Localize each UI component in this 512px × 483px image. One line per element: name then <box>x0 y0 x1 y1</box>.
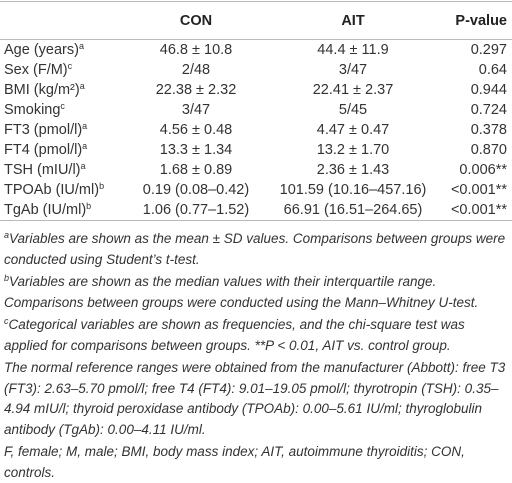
con-value: 3/47 <box>181 102 211 118</box>
footnote-text: Variables are shown as the mean ± SD val… <box>4 231 506 267</box>
con-value: 13.3 ± 1.34 <box>159 142 233 158</box>
ait-value: 3/47 <box>338 62 368 78</box>
header-blank <box>0 2 125 40</box>
ait-value: 2.36 ± 1.43 <box>316 162 390 178</box>
footnote-marker: b <box>4 273 10 283</box>
p-value: 0.724 <box>470 102 507 118</box>
footnote: The normal reference ranges were obtaine… <box>4 358 506 440</box>
con-value: 2/48 <box>181 62 211 78</box>
footnote-marker: b <box>99 181 105 191</box>
ait-value: 4.47 ± 0.47 <box>316 122 390 138</box>
row-label-cell: Smokingc <box>0 100 125 120</box>
row-label-cell: Age (years)a <box>0 40 125 61</box>
table-row: TSH (mIU/l)a 1.68 ± 0.89 2.36 ± 1.43 0.006*… <box>0 160 512 180</box>
p-value: <0.001** <box>450 202 507 218</box>
p-value: 0.944 <box>470 82 507 98</box>
p-value: 0.64 <box>478 62 507 78</box>
footnote-text: The normal reference ranges were obtaine… <box>4 360 506 437</box>
ait-value: 22.41 ± 2.37 <box>312 82 394 98</box>
footnote-text: F, female; M, male; BMI, body mass index… <box>4 444 465 480</box>
footnote-text: Variables are shown as the median values… <box>4 274 479 310</box>
row-label: TPOAb (IU/ml) <box>4 182 100 198</box>
footnotes: aVariables are shown as the mean ± SD va… <box>0 221 512 483</box>
row-label: Smoking <box>4 102 61 118</box>
footnote-marker: c <box>67 61 73 71</box>
header-row: CON AIT P-value <box>0 1 512 40</box>
footnote: cCategorical variables are shown as freq… <box>4 315 506 356</box>
row-label: FT4 (pmol/l) <box>4 142 83 158</box>
con-value: 46.8 ± 10.8 <box>159 42 233 58</box>
p-value: 0.378 <box>470 122 507 138</box>
table-body: Age (years)a 46.8 ± 10.8 44.4 ± 11.9 0.297 S… <box>0 40 512 221</box>
footnote-marker: c <box>60 101 65 111</box>
footnote-marker: a <box>82 121 88 131</box>
footnote: bVariables are shown as the median value… <box>4 272 506 313</box>
p-value: 0.006** <box>459 162 507 178</box>
row-label-cell: TSH (mIU/l)a <box>0 160 125 180</box>
footnote-marker: c <box>4 316 9 326</box>
table-row: TPOAb (IU/ml)b 0.19 (0.08–0.42) 101.59 (10… <box>0 180 512 200</box>
row-label: TgAb (IU/ml) <box>4 202 87 218</box>
header-cell: P-value <box>455 12 507 29</box>
p-value: 0.870 <box>470 142 507 158</box>
con-value: 1.06 (0.77–1.52) <box>142 202 250 218</box>
p-value: 0.297 <box>470 42 507 58</box>
ait-value: 5/45 <box>338 102 368 118</box>
footnote: aVariables are shown as the mean ± SD va… <box>4 229 506 270</box>
row-label: BMI (kg/m²) <box>4 82 80 98</box>
footnote-marker: a <box>82 141 88 151</box>
row-label: Age (years) <box>4 42 79 58</box>
row-label: FT3 (pmol/l) <box>4 122 83 138</box>
footnote-text: Categorical variables are shown as frequ… <box>4 317 465 353</box>
table-row: Age (years)a 46.8 ± 10.8 44.4 ± 11.9 0.297 <box>0 40 512 61</box>
table-row: FT4 (pmol/l)a 13.3 ± 1.34 13.2 ± 1.70 0.870 <box>0 140 512 160</box>
table-row: TgAb (IU/ml)b 1.06 (0.77–1.52) 66.91 (16.5… <box>0 200 512 221</box>
table-row: BMI (kg/m²)a 22.38 ± 2.32 22.41 ± 2.37 0.94… <box>0 80 512 100</box>
row-label-cell: Sex (F/M)c <box>0 60 125 80</box>
row-label-cell: FT3 (pmol/l)a <box>0 120 125 140</box>
ait-value: 44.4 ± 11.9 <box>317 42 389 58</box>
ait-value: 66.91 (16.51–264.65) <box>283 202 423 218</box>
con-value: 4.56 ± 0.48 <box>159 122 233 138</box>
footnote-marker: a <box>4 230 10 240</box>
table-row: FT3 (pmol/l)a 4.56 ± 0.48 4.47 ± 0.47 0.378 <box>0 120 512 140</box>
footnote: F, female; M, male; BMI, body mass index… <box>4 442 506 483</box>
con-value: 0.19 (0.08–0.42) <box>142 182 250 198</box>
row-label-cell: TgAb (IU/ml)b <box>0 200 125 221</box>
row-label-cell: TPOAb (IU/ml)b <box>0 180 125 200</box>
row-label: TSH (mIU/l) <box>4 162 81 178</box>
footnote-marker: a <box>78 41 84 51</box>
con-value: 22.38 ± 2.32 <box>155 82 237 98</box>
header-cell: CON <box>179 12 213 29</box>
row-label: Sex (F/M) <box>4 62 68 78</box>
con-value: 1.68 ± 0.89 <box>159 162 233 178</box>
table-row: Smokingc 3/47 5/45 0.724 <box>0 100 512 120</box>
ait-value: 101.59 (10.16–457.16) <box>279 182 427 198</box>
table-row: Sex (F/M)c 2/48 3/47 0.64 <box>0 60 512 80</box>
footnote-marker: b <box>86 201 92 211</box>
footnote-marker: a <box>80 161 86 171</box>
footnote-marker: a <box>79 81 85 91</box>
row-label-cell: FT4 (pmol/l)a <box>0 140 125 160</box>
data-table: CON AIT P-value Age (years)a 46.8 ± 10.8 4… <box>0 1 512 221</box>
header-cell: AIT <box>341 12 365 29</box>
ait-value: 13.2 ± 1.70 <box>316 142 390 158</box>
p-value: <0.001** <box>450 182 507 198</box>
row-label-cell: BMI (kg/m²)a <box>0 80 125 100</box>
